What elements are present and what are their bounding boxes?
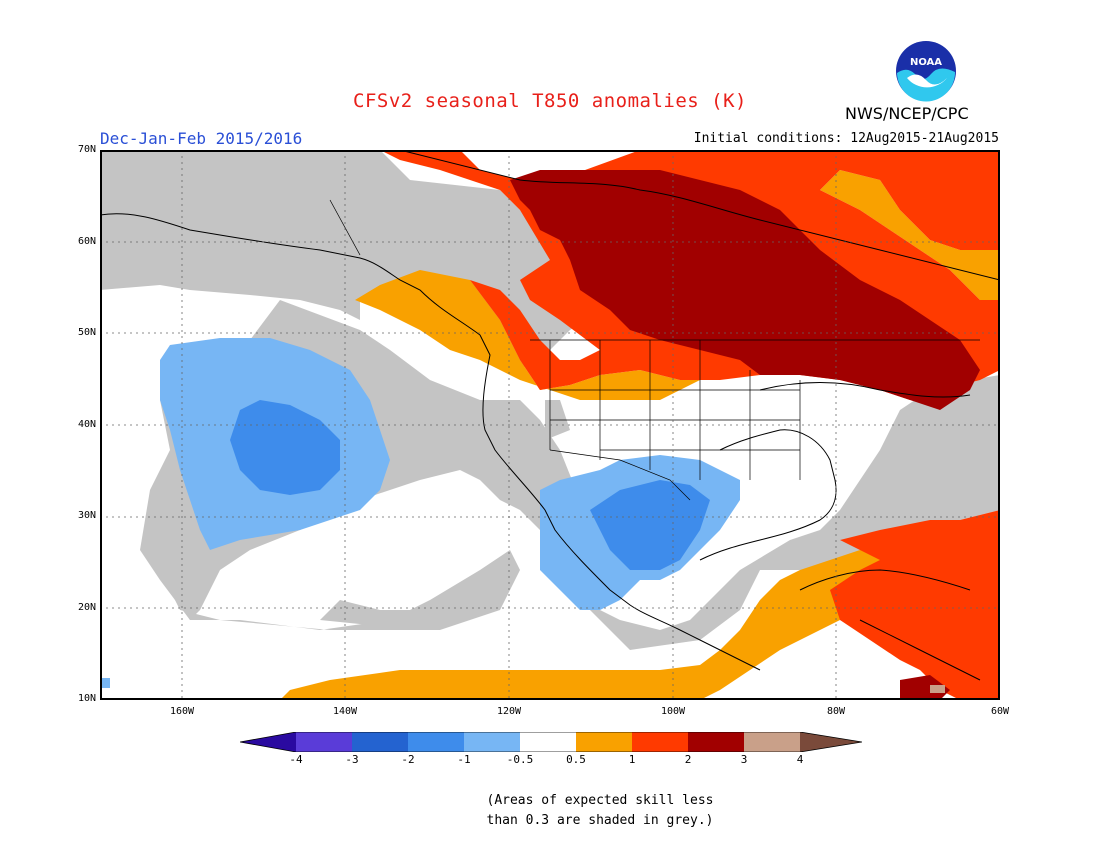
colorbar-label: 3 — [740, 753, 748, 766]
lat-label-40n: 40N — [77, 419, 96, 430]
colorbar-segment-neg3-neg2 — [352, 732, 408, 752]
skill-footnote: (Areas of expected skill less than 0.3 a… — [440, 791, 760, 831]
lon-label-100w: 100W — [660, 706, 686, 717]
colorbar — [240, 732, 862, 752]
colorbar-segment-1-2 — [632, 732, 688, 752]
colorbar-segment-neg2-neg1 — [408, 732, 464, 752]
colorbar-segment-2-3 — [688, 732, 744, 752]
colorbar-label: -1 — [457, 753, 471, 766]
lat-label-10n: 10N — [77, 693, 96, 704]
logo-text: NOAA — [910, 57, 942, 68]
footnote-line-1: (Areas of expected skill less — [486, 793, 714, 808]
colorbar-label: -3 — [345, 753, 359, 766]
dark-red-warm-areas — [510, 170, 980, 700]
colorbar-label: 1 — [628, 753, 636, 766]
lon-label-60w: 60W — [990, 706, 1010, 717]
lat-label-60n: 60N — [77, 236, 96, 247]
tan-warm-area — [930, 685, 945, 693]
lat-label-70n: 70N — [77, 144, 96, 155]
gridlines — [100, 150, 1000, 700]
colorbar-segment-neg4-neg3 — [296, 732, 352, 752]
lon-label-140w: 140W — [332, 706, 358, 717]
season-label: Dec-Jan-Feb 2015/2016 — [100, 129, 303, 148]
colorbar-label: 2 — [684, 753, 692, 766]
colorbar-segment-3-4 — [744, 732, 800, 752]
colorbar-segment-neg05-05 — [520, 732, 576, 752]
lon-label-120w: 120W — [496, 706, 522, 717]
colorbar-label: 0.5 — [566, 753, 586, 766]
colorbar-label: -4 — [289, 753, 303, 766]
coastlines — [100, 150, 1000, 681]
lon-label-80w: 80W — [826, 706, 846, 717]
lon-label-160w: 160W — [169, 706, 195, 717]
mid-blue-cold-areas — [230, 400, 710, 570]
colorbar-label: -2 — [401, 753, 415, 766]
colorbar-label: 4 — [796, 753, 804, 766]
colorbar-segment-05-1 — [576, 732, 632, 752]
agency-label: NWS/NCEP/CPC — [845, 104, 969, 123]
footnote-line-2: than 0.3 are shaded in grey.) — [486, 813, 714, 828]
map-frame — [100, 150, 1000, 700]
initial-conditions-label: Initial conditions: 12Aug2015-21Aug2015 — [693, 131, 999, 146]
colorbar-label: -0.5 — [506, 753, 534, 766]
colorbar-segment-gt-4 — [800, 732, 862, 752]
noaa-logo-icon: NOAA — [896, 41, 956, 102]
colorbar-segment-lt-4 — [240, 732, 296, 752]
colorbar-segment-neg1-neg05 — [464, 732, 520, 752]
chart-title: CFSv2 seasonal T850 anomalies (K) — [353, 90, 747, 112]
small-blue-patch — [100, 678, 110, 688]
anomaly-map — [100, 150, 1000, 700]
lat-label-20n: 20N — [77, 602, 96, 613]
lat-label-50n: 50N — [77, 327, 96, 338]
lat-label-30n: 30N — [77, 510, 96, 521]
